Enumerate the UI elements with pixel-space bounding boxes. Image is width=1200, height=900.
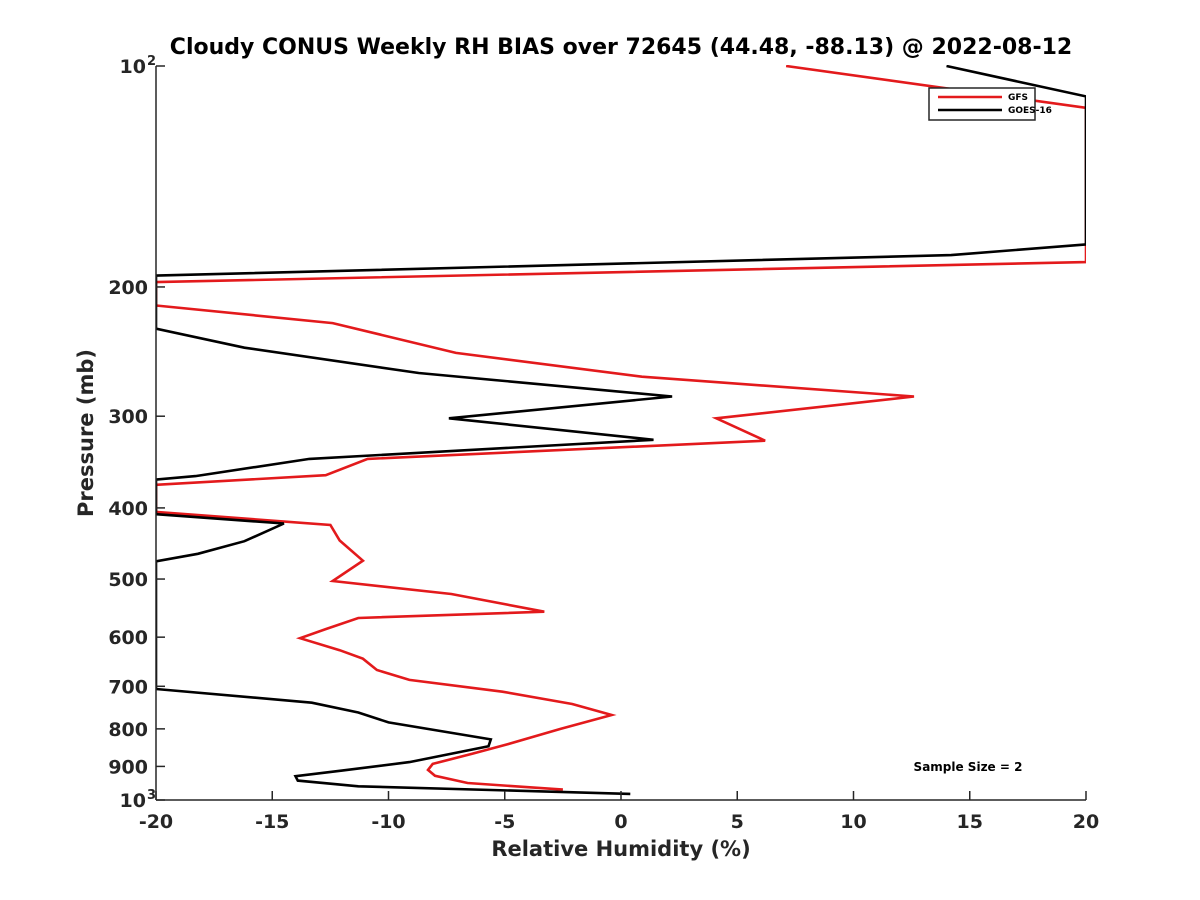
y-axis-label: Pressure (mb): [74, 349, 98, 517]
y-tick-label: 500: [108, 569, 148, 591]
y-tick-label: 800: [108, 719, 148, 741]
legend-box: [928, 87, 1036, 121]
y-tick-label: 400: [108, 498, 148, 520]
y-tick-exponent: 2: [147, 54, 156, 69]
y-tick-exponent: 3: [147, 788, 156, 803]
x-tick-label: -5: [494, 811, 515, 833]
legend-label-goes16: GOES-16: [1008, 106, 1052, 116]
x-tick-label: 0: [614, 811, 627, 833]
x-tick-label: 15: [957, 811, 983, 833]
x-axis-label: Relative Humidity (%): [491, 837, 750, 861]
x-tick-label: -15: [255, 811, 289, 833]
series-line-gfs: [156, 65, 1086, 791]
x-tick-label: 20: [1073, 811, 1099, 833]
x-tick-label: 5: [731, 811, 744, 833]
x-tick-label: -20: [139, 811, 173, 833]
y-tick-label: 700: [108, 676, 148, 698]
y-tick-label: 200: [108, 277, 148, 299]
sample-size-annotation: Sample Size = 2: [914, 760, 1023, 774]
y-tick-label: 900: [108, 756, 148, 778]
legend: GFS GOES-16: [928, 87, 1052, 121]
series-line-goes16: [156, 65, 1086, 796]
y-tick-label: 10: [120, 56, 146, 78]
y-tick-label: 300: [108, 406, 148, 428]
x-tick-label: -10: [371, 811, 405, 833]
chart-title: Cloudy CONUS Weekly RH BIAS over 72645 (…: [170, 35, 1072, 60]
y-tick-label: 600: [108, 627, 148, 649]
x-tick-label: 10: [840, 811, 866, 833]
y-tick-label: 10: [120, 790, 146, 812]
legend-label-gfs: GFS: [1008, 93, 1028, 103]
